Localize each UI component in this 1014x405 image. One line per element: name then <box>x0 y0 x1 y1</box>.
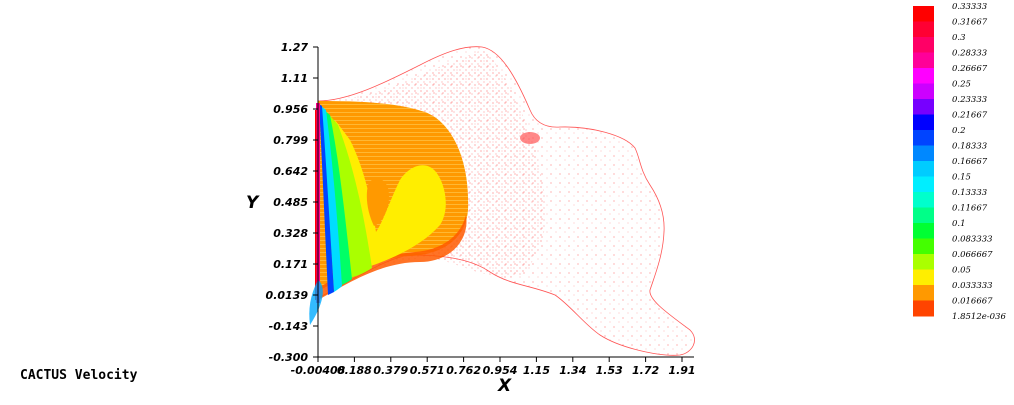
x-tick-label: 0.188 <box>337 364 372 377</box>
x-tick-label: 1.15 <box>523 364 550 377</box>
colorbar-swatch <box>913 130 934 146</box>
tail <box>309 280 323 325</box>
y-tick-label: 1.11 <box>281 72 308 85</box>
colorbar-label: 0.2 <box>952 126 966 136</box>
colorbar-swatch <box>913 254 934 270</box>
y-tick-label: 1.27 <box>281 41 308 54</box>
y-tick-label: 0.328 <box>273 227 308 240</box>
colorbar-label: 0.13333 <box>952 188 987 198</box>
colorbar-swatch <box>913 99 934 115</box>
feature-blob <box>520 132 540 144</box>
green-region <box>327 112 372 278</box>
colorbar-swatch <box>913 114 934 131</box>
colorbar-label: 0.083333 <box>952 235 993 245</box>
x-tick-label: 0.379 <box>373 364 408 377</box>
axes: 1.27 1.11 0.956 0.799 0.642 0.485 0.328 0.171 0.… <box>246 41 696 396</box>
colorbar-swatch <box>913 6 934 22</box>
colorbar-label: 0.016667 <box>952 297 993 307</box>
colorbar-swatch <box>913 238 934 255</box>
y-tick-label: -0.143 <box>269 320 309 333</box>
colorbar-label: 0.1 <box>952 219 966 229</box>
x-tick-label: 1.34 <box>559 364 586 377</box>
x-tick-label: -0.00408 <box>291 364 346 377</box>
colorbar-label: 1.8512e-036 <box>952 312 1006 322</box>
colorbar-label: 0.33333 <box>952 2 987 12</box>
colorbar-label: 0.28333 <box>952 49 987 59</box>
colorbar-swatch <box>913 192 934 208</box>
x-tick-label: 1.53 <box>596 364 623 377</box>
vortex-hole <box>366 178 389 226</box>
colorbar-label: 0.25 <box>952 80 971 90</box>
colorbar-label: 0.21667 <box>952 111 988 121</box>
x-tick-label: 0.762 <box>446 364 481 377</box>
colorbar-label: 0.11667 <box>952 204 988 214</box>
y-axis-title: Y <box>246 193 260 213</box>
colorbar-swatch <box>913 83 934 100</box>
colorbar-label: 0.033333 <box>952 281 993 291</box>
colorbar-swatch <box>913 52 934 69</box>
colorbar-swatch <box>913 300 934 317</box>
colorbar-swatch <box>913 223 934 239</box>
colorbar-swatch <box>913 37 934 53</box>
colorbar-label: 0.18333 <box>952 142 987 152</box>
y-tick-label: 0.485 <box>273 196 308 209</box>
flow-field <box>309 46 695 356</box>
y-tick-label: 0.0139 <box>266 289 309 302</box>
y-tick-label: 0.799 <box>273 134 308 147</box>
colorbar-label: 0.31667 <box>952 18 988 28</box>
x-tick-label: 1.72 <box>632 364 659 377</box>
colorbar-swatch <box>913 145 934 162</box>
colorbar-swatch <box>913 176 934 193</box>
x-axis-title: X <box>497 376 512 396</box>
colorbar-label: 0.3 <box>952 33 966 43</box>
blue-band <box>319 104 334 295</box>
y-tick-label: -0.300 <box>269 351 309 364</box>
colorbar: 0.33333 0.31667 0.3 0.28333 0.26667 0.25 0.233… <box>913 2 1006 322</box>
colorbar-swatch <box>913 68 934 84</box>
colorbar-swatch <box>913 207 934 224</box>
x-tick-label: 0.571 <box>410 364 445 377</box>
wall-layer-outer <box>315 110 317 300</box>
y-tick-label: 0.171 <box>273 258 308 271</box>
colorbar-label: 0.15 <box>952 173 971 183</box>
colorbar-label: 0.16667 <box>952 157 988 167</box>
x-tick-label: 0.954 <box>483 364 518 377</box>
y-tick-label: 0.956 <box>273 103 308 116</box>
plot-caption: CACTUS Velocity <box>20 368 138 383</box>
colorbar-swatch <box>913 21 934 38</box>
y-tick-label: 0.642 <box>273 165 308 178</box>
cyan-band <box>321 106 342 292</box>
colorbar-swatch <box>913 285 934 301</box>
colorbar-label: 0.05 <box>952 266 971 276</box>
colorbar-label: 0.26667 <box>952 64 988 74</box>
colorbar-label: 0.23333 <box>952 95 987 105</box>
colorbar-swatch <box>913 269 934 286</box>
x-tick-label: 1.91 <box>668 364 695 377</box>
colorbar-label: 0.066667 <box>952 250 993 260</box>
colorbar-swatch <box>913 161 934 177</box>
